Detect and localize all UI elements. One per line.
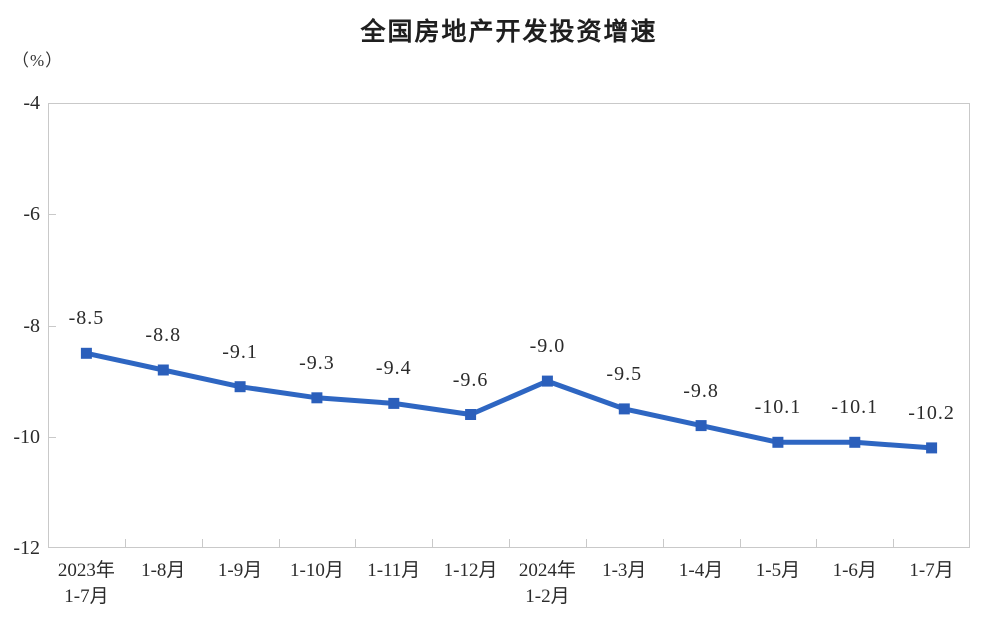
y-axis-unit-label: （%） bbox=[12, 51, 64, 70]
x-axis-category-label: 1-4月 bbox=[679, 558, 723, 584]
data-point-label: -9.3 bbox=[299, 351, 335, 374]
x-axis-category-label: 1-9月 bbox=[218, 558, 262, 584]
x-axis-category-label: 1-12月 bbox=[444, 558, 498, 584]
x-axis-category-line: 1-7月 bbox=[64, 586, 109, 607]
x-axis-category-line: 1-8月 bbox=[141, 560, 186, 581]
x-axis-tick-mark bbox=[816, 539, 818, 548]
data-point-label: -8.8 bbox=[145, 324, 182, 346]
x-axis-category-line: 2023年 bbox=[57, 560, 115, 581]
x-axis-category-line: 1-12月 bbox=[443, 560, 498, 581]
y-tick-label: -4 bbox=[23, 92, 40, 114]
x-axis-tick-mark bbox=[662, 539, 664, 548]
y-tick-label: -6 bbox=[23, 203, 40, 226]
x-axis-category-line: 1-2月 bbox=[525, 586, 570, 607]
x-axis-category-label: 1-5月 bbox=[756, 558, 800, 584]
data-point-label: -9.0 bbox=[529, 335, 566, 358]
data-point-marker bbox=[926, 442, 938, 454]
x-axis-tick-mark bbox=[509, 539, 510, 548]
data-point-label: -10.1 bbox=[754, 396, 802, 419]
data-point-marker bbox=[849, 436, 861, 448]
y-axis-tick-mark bbox=[48, 325, 56, 327]
x-axis-category-line: 1-3月 bbox=[602, 560, 647, 581]
x-axis-tick-mark bbox=[201, 539, 203, 548]
x-axis-category-line: 1-11月 bbox=[367, 560, 421, 581]
y-tick-label: -8 bbox=[23, 314, 40, 337]
x-axis-category-label: 2023年 1-7月 bbox=[58, 558, 115, 610]
plot-area-frame bbox=[48, 103, 970, 548]
x-axis-tick-mark bbox=[893, 539, 895, 548]
x-axis-tick-mark bbox=[278, 539, 280, 548]
x-axis-category-line: 1-4月 bbox=[678, 560, 724, 581]
x-axis-category-label: 1-8月 bbox=[141, 558, 185, 584]
x-axis-tick-mark bbox=[585, 539, 587, 548]
data-point-label: -10.1 bbox=[831, 396, 879, 419]
x-axis-category-label: 1-6月 bbox=[833, 558, 877, 584]
series-line bbox=[85, 350, 932, 451]
x-axis-category-line: 2024年 bbox=[518, 560, 576, 581]
data-point-marker bbox=[311, 392, 323, 404]
x-axis-tick-mark bbox=[432, 539, 434, 548]
x-axis-category-line: 1-9月 bbox=[217, 560, 263, 581]
data-point-marker bbox=[157, 364, 169, 376]
x-axis-category-line: 1-5月 bbox=[755, 560, 801, 581]
y-axis-tick-mark bbox=[48, 436, 56, 438]
data-point-label: -8.5 bbox=[68, 307, 105, 330]
data-point-marker bbox=[465, 409, 477, 420]
x-axis-category-label: 1-3月 bbox=[602, 558, 646, 584]
data-point-marker bbox=[695, 420, 707, 432]
data-point-label: -9.8 bbox=[683, 379, 719, 402]
data-point-marker bbox=[541, 375, 553, 387]
data-point-label: -9.4 bbox=[375, 357, 412, 380]
x-axis-tick-mark bbox=[355, 539, 357, 548]
data-point-marker bbox=[80, 347, 92, 359]
data-point-marker bbox=[618, 403, 630, 415]
x-axis-tick-mark bbox=[739, 539, 741, 548]
data-point-label: -9.5 bbox=[606, 362, 643, 385]
y-tick-label: -12 bbox=[13, 537, 40, 559]
x-axis-category-label: 1-7月 bbox=[909, 558, 953, 584]
data-point-label: -9.6 bbox=[452, 368, 489, 391]
x-axis-category-label: 2024年 1-2月 bbox=[519, 558, 576, 610]
y-axis-tick-mark bbox=[48, 214, 56, 216]
data-point-label: -10.2 bbox=[908, 401, 955, 424]
x-axis-category-line: 1-10月 bbox=[289, 560, 344, 581]
x-axis-category-label: 1-11月 bbox=[367, 558, 420, 584]
x-axis-category-label: 1-10月 bbox=[290, 558, 344, 584]
x-axis-category-line: 1-6月 bbox=[832, 560, 877, 581]
data-point-label: -9.1 bbox=[222, 340, 258, 363]
data-point-marker bbox=[388, 397, 400, 409]
x-axis-tick-mark bbox=[124, 539, 126, 548]
chart-title: 全国房地产开发投资增速 bbox=[360, 18, 658, 46]
x-axis-category-line: 1-7月 bbox=[909, 560, 954, 581]
y-tick-label: -10 bbox=[13, 425, 40, 448]
data-point-marker bbox=[772, 436, 784, 448]
data-point-marker bbox=[234, 381, 246, 393]
